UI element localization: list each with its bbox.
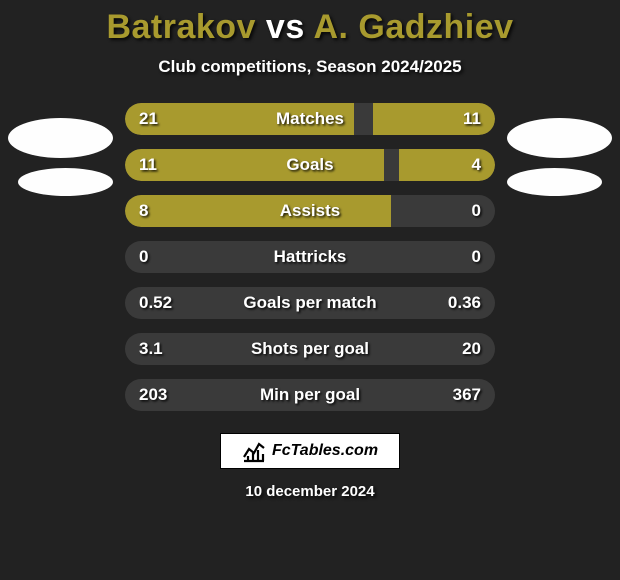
comparison-title: Batrakov vs A. Gadzhiev bbox=[0, 0, 620, 47]
stat-value-right: 0 bbox=[472, 247, 495, 267]
subtitle: Club competitions, Season 2024/2025 bbox=[0, 57, 620, 77]
player1-name: Batrakov bbox=[106, 8, 256, 46]
stat-label: Matches bbox=[125, 109, 495, 129]
stats-container: 21Matches1111Goals48Assists00Hattricks00… bbox=[125, 103, 495, 411]
chart-icon bbox=[242, 439, 266, 463]
stat-value-right: 0 bbox=[472, 201, 495, 221]
player2-club-badge bbox=[507, 118, 612, 158]
stat-value-right: 0.36 bbox=[448, 293, 495, 313]
stat-label: Goals bbox=[125, 155, 495, 175]
stat-label: Hattricks bbox=[125, 247, 495, 267]
player2-country-badge bbox=[507, 168, 602, 196]
stat-row: 8Assists0 bbox=[125, 195, 495, 227]
stat-row: 3.1Shots per goal20 bbox=[125, 333, 495, 365]
player1-club-badge bbox=[8, 118, 113, 158]
stat-row: 0Hattricks0 bbox=[125, 241, 495, 273]
stat-label: Shots per goal bbox=[125, 339, 495, 359]
stat-label: Goals per match bbox=[125, 293, 495, 313]
stat-row: 21Matches11 bbox=[125, 103, 495, 135]
vs-text: vs bbox=[266, 8, 305, 46]
watermark-text: FcTables.com bbox=[272, 442, 378, 460]
stat-row: 0.52Goals per match0.36 bbox=[125, 287, 495, 319]
stat-value-right: 20 bbox=[462, 339, 495, 359]
watermark: FcTables.com bbox=[220, 433, 400, 469]
player1-country-badge bbox=[18, 168, 113, 196]
stat-value-right: 4 bbox=[472, 155, 495, 175]
stat-value-right: 367 bbox=[453, 385, 495, 405]
stat-label: Min per goal bbox=[125, 385, 495, 405]
stat-row: 203Min per goal367 bbox=[125, 379, 495, 411]
stat-row: 11Goals4 bbox=[125, 149, 495, 181]
stat-value-right: 11 bbox=[463, 109, 495, 129]
player2-name: A. Gadzhiev bbox=[313, 8, 513, 46]
stat-label: Assists bbox=[125, 201, 495, 221]
date-text: 10 december 2024 bbox=[0, 483, 620, 500]
